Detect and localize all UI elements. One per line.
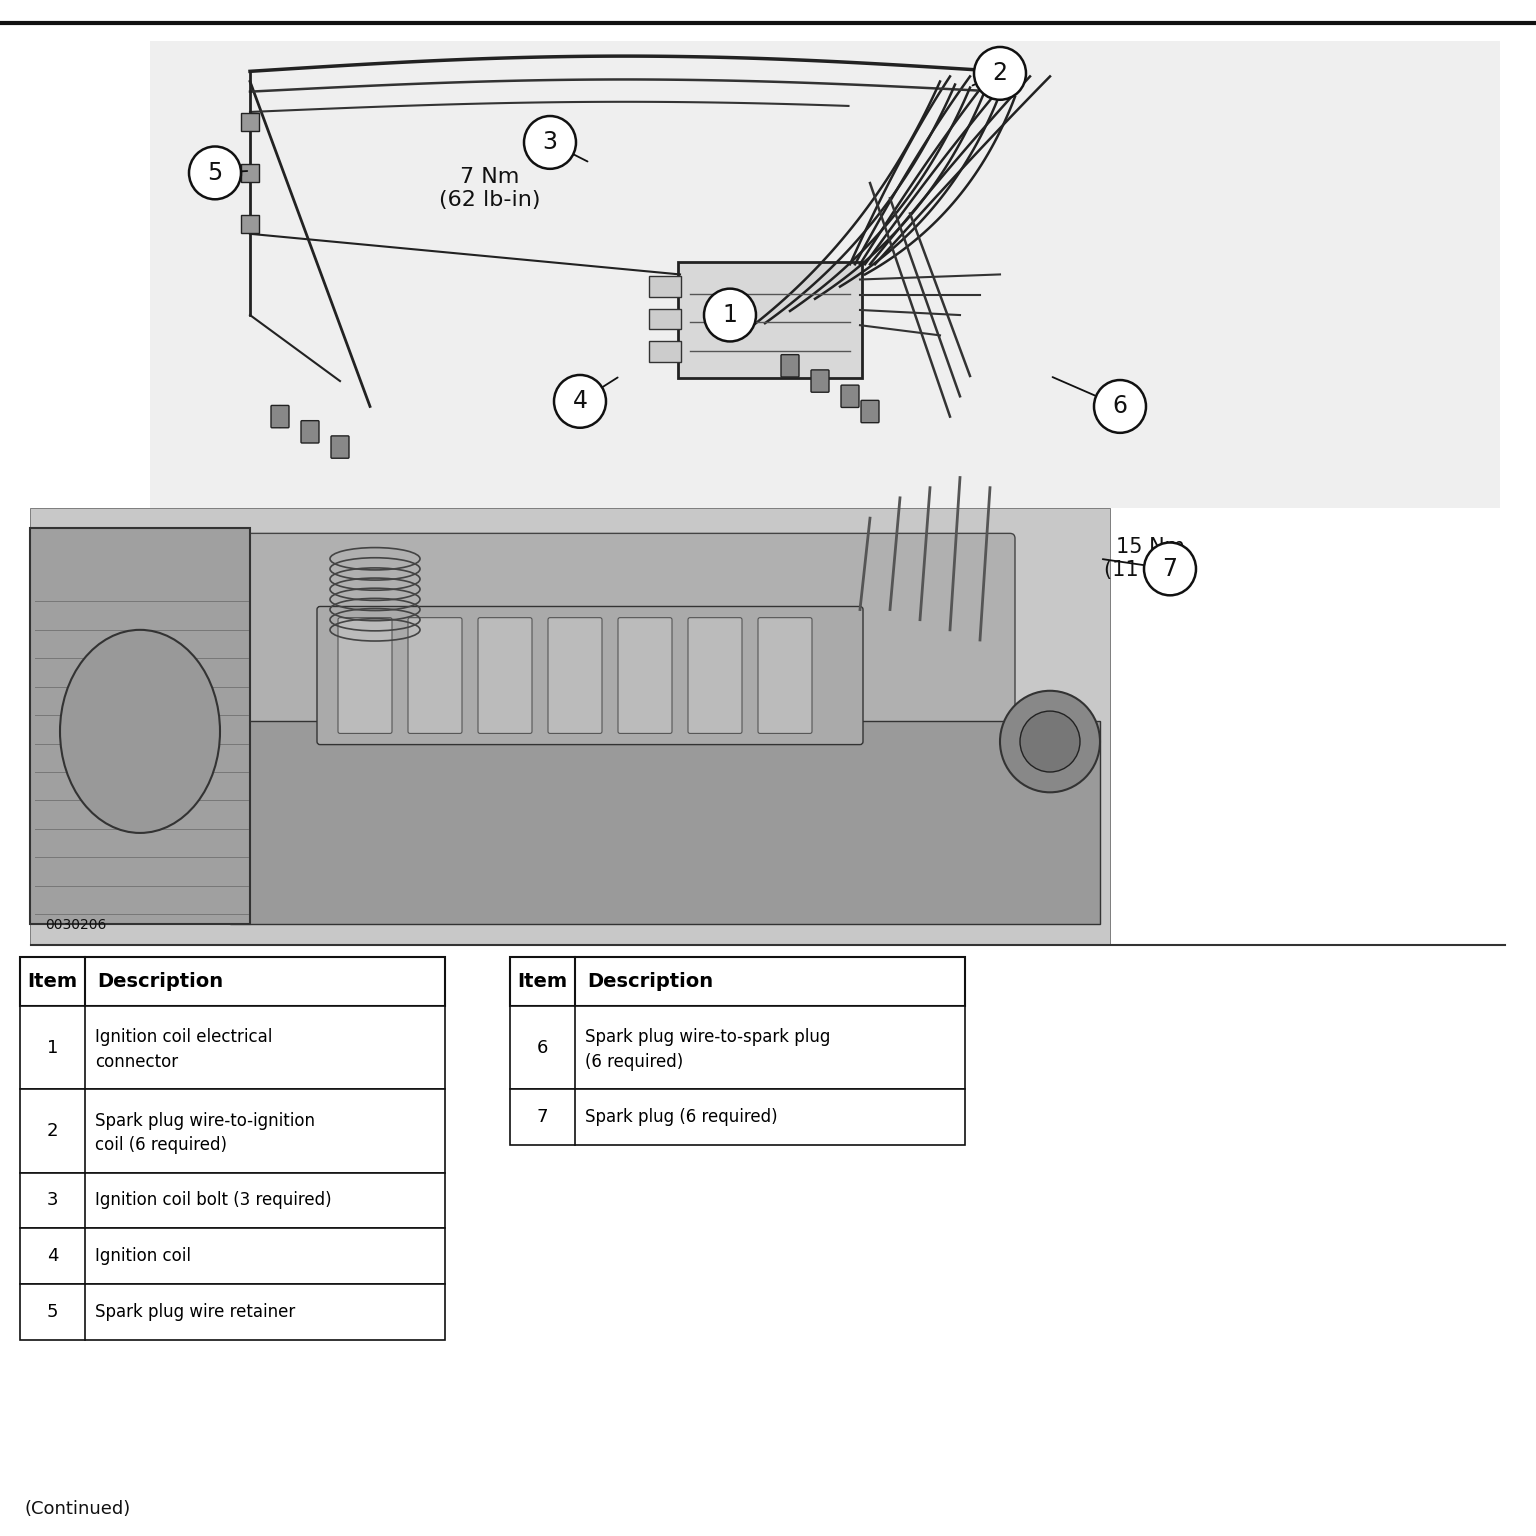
FancyBboxPatch shape <box>270 406 289 427</box>
FancyBboxPatch shape <box>20 1006 445 1089</box>
FancyBboxPatch shape <box>316 607 863 745</box>
Text: 1: 1 <box>722 303 737 327</box>
Text: Spark plug wire-to-spark plug: Spark plug wire-to-spark plug <box>585 1029 831 1046</box>
Text: 3: 3 <box>542 131 558 155</box>
FancyBboxPatch shape <box>688 617 742 733</box>
FancyBboxPatch shape <box>650 309 680 329</box>
Circle shape <box>524 117 576 169</box>
FancyBboxPatch shape <box>780 355 799 376</box>
Text: Item: Item <box>518 972 568 991</box>
FancyBboxPatch shape <box>230 722 1100 925</box>
FancyBboxPatch shape <box>548 617 602 733</box>
Text: Ignition coil: Ignition coil <box>95 1247 190 1266</box>
FancyBboxPatch shape <box>31 508 1111 945</box>
Text: (6 required): (6 required) <box>585 1052 684 1071</box>
FancyBboxPatch shape <box>241 114 260 131</box>
FancyBboxPatch shape <box>409 617 462 733</box>
Circle shape <box>1144 542 1197 596</box>
Text: 4: 4 <box>573 389 587 413</box>
Text: 6: 6 <box>536 1038 548 1057</box>
FancyBboxPatch shape <box>330 436 349 458</box>
FancyBboxPatch shape <box>510 1006 965 1089</box>
Text: Spark plug (6 required): Spark plug (6 required) <box>585 1107 777 1126</box>
FancyBboxPatch shape <box>510 1089 965 1146</box>
Ellipse shape <box>1020 711 1080 773</box>
Circle shape <box>1094 379 1146 433</box>
Text: Spark plug wire retainer: Spark plug wire retainer <box>95 1303 295 1321</box>
FancyBboxPatch shape <box>338 617 392 733</box>
FancyBboxPatch shape <box>478 617 531 733</box>
Text: 4: 4 <box>46 1247 58 1266</box>
FancyBboxPatch shape <box>20 1089 445 1172</box>
Text: 7: 7 <box>1163 558 1178 581</box>
Text: Ignition coil electrical: Ignition coil electrical <box>95 1029 272 1046</box>
FancyBboxPatch shape <box>757 617 813 733</box>
Text: Spark plug wire-to-ignition: Spark plug wire-to-ignition <box>95 1112 315 1130</box>
FancyBboxPatch shape <box>20 1229 445 1284</box>
FancyBboxPatch shape <box>241 164 260 183</box>
FancyBboxPatch shape <box>20 1172 445 1229</box>
Text: 2: 2 <box>46 1121 58 1140</box>
Text: Description: Description <box>587 972 713 991</box>
FancyBboxPatch shape <box>617 617 673 733</box>
Ellipse shape <box>1000 691 1100 793</box>
FancyBboxPatch shape <box>677 263 862 378</box>
FancyBboxPatch shape <box>151 41 1501 508</box>
Ellipse shape <box>60 630 220 833</box>
Text: 3: 3 <box>46 1192 58 1209</box>
FancyBboxPatch shape <box>650 276 680 296</box>
Text: 1: 1 <box>46 1038 58 1057</box>
Circle shape <box>703 289 756 341</box>
Text: connector: connector <box>95 1052 178 1071</box>
FancyBboxPatch shape <box>20 1284 445 1339</box>
Text: 6: 6 <box>1112 395 1127 418</box>
FancyBboxPatch shape <box>842 386 859 407</box>
Text: 5: 5 <box>207 161 223 184</box>
FancyBboxPatch shape <box>241 215 260 233</box>
FancyBboxPatch shape <box>650 341 680 362</box>
Circle shape <box>974 48 1026 100</box>
FancyBboxPatch shape <box>20 957 445 1006</box>
Text: 5: 5 <box>46 1303 58 1321</box>
Text: (Continued): (Continued) <box>25 1499 131 1518</box>
Text: coil (6 required): coil (6 required) <box>95 1137 227 1154</box>
Text: 15 Nm
(11 lb-ft): 15 Nm (11 lb-ft) <box>1104 538 1195 581</box>
Text: 0030206: 0030206 <box>45 919 106 932</box>
FancyBboxPatch shape <box>45 533 1015 919</box>
Circle shape <box>189 146 241 200</box>
FancyBboxPatch shape <box>510 957 965 1006</box>
Text: 7 Nm
(62 lb-in): 7 Nm (62 lb-in) <box>439 166 541 210</box>
Text: Ignition coil bolt (3 required): Ignition coil bolt (3 required) <box>95 1192 332 1209</box>
Text: 2: 2 <box>992 61 1008 86</box>
FancyBboxPatch shape <box>811 370 829 392</box>
FancyBboxPatch shape <box>301 421 319 442</box>
FancyBboxPatch shape <box>862 401 879 422</box>
FancyBboxPatch shape <box>31 528 250 925</box>
Text: Description: Description <box>97 972 223 991</box>
Text: Item: Item <box>28 972 77 991</box>
Text: 7: 7 <box>536 1107 548 1126</box>
Circle shape <box>554 375 607 427</box>
